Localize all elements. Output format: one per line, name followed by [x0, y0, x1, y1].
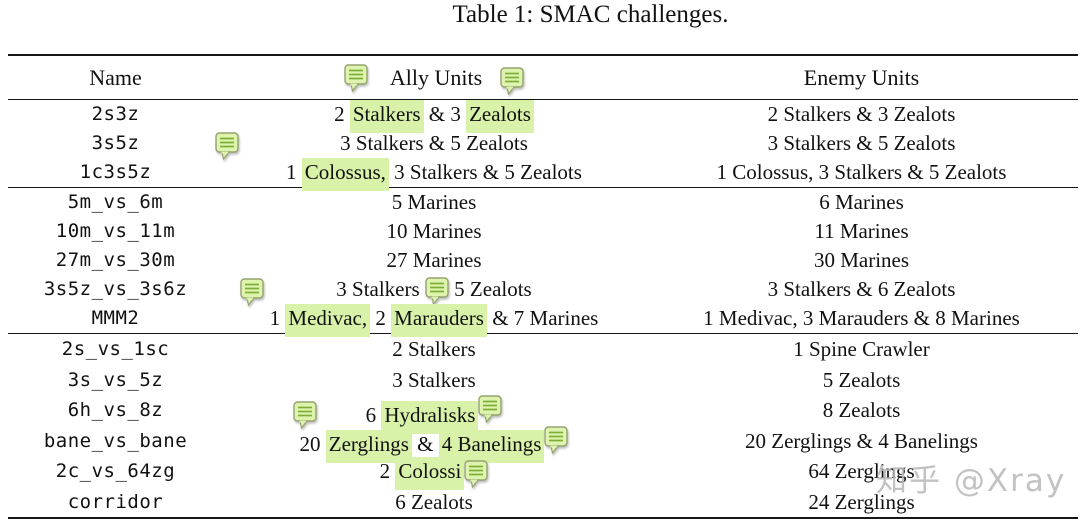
highlight-annotation: Colossus, [301, 158, 389, 191]
enemy-units-cell: 2 Stalkers & 3 Zealots [767, 102, 956, 126]
challenge-name: 6h_vs_8z [67, 399, 164, 421]
comment-icon[interactable] [293, 401, 317, 430]
ally-units-cell: 10 Marines [386, 219, 482, 243]
ally-units-cell: 3 Stalkers [392, 367, 476, 392]
ally-units-cell: 3 Stalkers 5 Zealots [223, 275, 645, 306]
challenge-name: bane_vs_bane [43, 429, 188, 452]
challenge-name: 3s_vs_5z [67, 368, 164, 391]
comment-icon[interactable] [464, 460, 489, 489]
challenge-name: corridor [67, 490, 164, 513]
comment-icon[interactable] [240, 278, 264, 307]
ally-units-cell: 27 Marines [386, 248, 482, 272]
enemy-units-cell: 1 Spine Crawler [793, 337, 930, 361]
ally-units-cell: 20 Zerglings & 4 Banelings [223, 425, 645, 463]
challenge-name: MMM2 [91, 307, 140, 329]
highlight-annotation: Colossi [395, 457, 465, 490]
enemy-units-cell: 30 Marines [813, 248, 910, 272]
table-caption: Table 1: SMAC challenges. [452, 1, 729, 28]
enemy-units-cell: 3 Stalkers & 5 Zealots [767, 131, 956, 155]
enemy-units-cell: 5 Zealots [822, 367, 901, 392]
ally-units-cell: 1 Medivac, 2 Marauders & 7 Marines [223, 304, 645, 337]
ally-units-cell: 3 Stalkers & 5 Zealots [340, 131, 528, 155]
ally-units-cell: 2 Stalkers & 3 Zealots [223, 100, 645, 133]
ally-units-cell: 1 Colossus, 3 Stalkers & 5 Zealots [223, 158, 645, 191]
table-row: bane_vs_bane 20 Zerglings & 4 Banelings 20… [8, 425, 1078, 463]
col-header-ally: Ally Units [389, 64, 483, 90]
challenge-name: 10m_vs_11m [55, 220, 176, 242]
enemy-units-cell: 64 Zerglings [808, 459, 915, 483]
comment-icon[interactable] [500, 66, 524, 95]
table-row: 6h_vs_8z 6 Hydralisks 8 Zealots [8, 395, 1078, 434]
ally-units-cell: 6 Hydralisks [223, 395, 645, 434]
table-row: 10m_vs_11m 10 Marines 11 Marines [8, 217, 1078, 246]
challenge-name: 27m_vs_30m [55, 249, 176, 271]
enemy-units-cell: 8 Zealots [822, 398, 901, 422]
enemy-units-cell: 20 Zerglings & 4 Banelings [745, 428, 978, 453]
challenge-name: 3s5z_vs_3s6z [43, 278, 188, 300]
comment-icon[interactable] [215, 132, 239, 161]
highlight-annotation: Hydralisks [381, 401, 479, 434]
table-row: 2s_vs_1sc 2 Stalkers 1 Spine Crawler [8, 334, 1078, 365]
table-row: corridor 6 Zealots 24 Zerglings [8, 487, 1078, 518]
table-body: 2s3z 2 Stalkers & 3 Zealots 2 Stalkers & 3… [8, 100, 1078, 519]
comment-icon[interactable] [425, 277, 449, 306]
table-row: 27m_vs_30m 27 Marines 30 Marines [8, 246, 1078, 275]
highlight-annotation: Medivac, [285, 304, 371, 337]
table-header-row: Name Ally Units Enemy Units [8, 56, 1078, 100]
table-row: 5m_vs_6m 5 Marines 6 Marines [8, 188, 1078, 217]
table-group: 2s3z 2 Stalkers & 3 Zealots 2 Stalkers & 3… [8, 100, 1078, 191]
challenge-name: 2c_vs_64zg [55, 460, 176, 482]
challenge-name: 2s3z [91, 103, 140, 125]
comment-icon[interactable] [478, 395, 503, 424]
comment-icon[interactable] [344, 63, 368, 92]
challenge-name: 5m_vs_6m [67, 191, 164, 213]
enemy-units-cell: 1 Medivac, 3 Marauders & 8 Marines [703, 306, 1020, 330]
table-row: 2s3z 2 Stalkers & 3 Zealots 2 Stalkers & 3… [8, 100, 1078, 133]
table-group: 5m_vs_6m 5 Marines 6 Marines 10m_vs_11m 10 M… [8, 188, 1078, 337]
col-header-enemy: Enemy Units [803, 64, 920, 90]
enemy-units-cell: 11 Marines [814, 219, 909, 243]
col-header-ally-wrap: Ally Units [223, 61, 645, 95]
col-header-name: Name [89, 64, 142, 90]
enemy-units-cell: 24 Zerglings [808, 489, 915, 514]
highlight-annotation: Stalkers [349, 100, 424, 133]
highlight-annotation: Marauders [391, 304, 487, 337]
comment-icon[interactable] [544, 425, 569, 454]
table-row: 3s5z 3 Stalkers & 5 Zealots 3 Stalkers & 5… [8, 129, 1078, 161]
enemy-units-cell: 3 Stalkers & 6 Zealots [767, 277, 956, 301]
smac-table: Name Ally Units Enemy Units 2s3z 2 Stalke… [8, 54, 1078, 519]
highlight-annotation: Zealots [466, 100, 534, 133]
challenge-name: 3s5z [91, 132, 140, 154]
ally-units-cell: 5 Marines [391, 190, 477, 214]
ally-units-cell: 2 Colossi [223, 456, 645, 490]
table-group: 2s_vs_1sc 2 Stalkers 1 Spine Crawler 3s_vs_… [8, 334, 1078, 519]
enemy-units-cell: 1 Colossus, 3 Stalkers & 5 Zealots [716, 160, 1007, 184]
ally-units-cell: 2 Stalkers [392, 337, 476, 361]
enemy-units-cell: 6 Marines [819, 190, 904, 214]
challenge-name: 2s_vs_1sc [61, 338, 170, 360]
table-row: MMM2 1 Medivac, 2 Marauders & 7 Marines 1 … [8, 304, 1078, 337]
table-row: 3s5z_vs_3s6z 3 Stalkers 5 Zealots 3 Stalke… [8, 275, 1078, 307]
challenge-name: 1c3s5z [79, 161, 152, 183]
table-row: 3s_vs_5z 3 Stalkers 5 Zealots [8, 365, 1078, 396]
table-row: 1c3s5z 1 Colossus, 3 Stalkers & 5 Zealots… [8, 158, 1078, 191]
ally-units-cell: 6 Zealots [395, 489, 473, 514]
table-row: 2c_vs_64zg 2 Colossi 64 Zerglings [8, 456, 1078, 490]
